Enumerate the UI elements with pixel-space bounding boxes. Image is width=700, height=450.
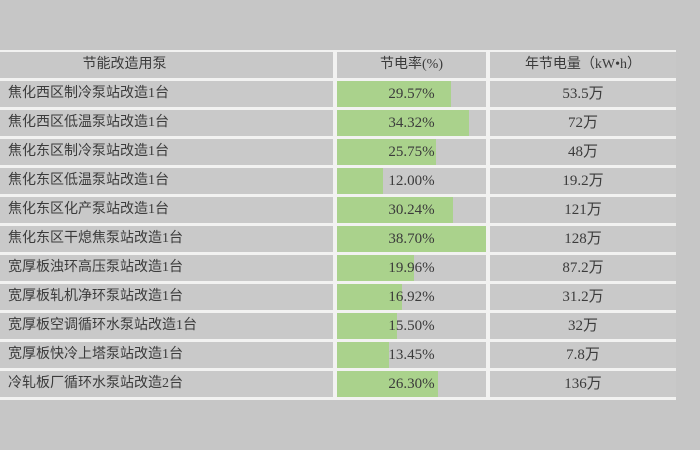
savings-rate-value: 15.50% xyxy=(388,318,435,334)
table-row[interactable]: 焦化西区低温泵站改造1台 34.32% 72万 xyxy=(0,110,676,136)
table-row[interactable]: 焦化东区化产泵站改造1台 30.24% 121万 xyxy=(0,197,676,223)
savings-rate-value: 12.00% xyxy=(388,173,435,189)
savings-rate-value: 19.96% xyxy=(388,260,435,276)
pump-name-cell[interactable]: 焦化东区干熄焦泵站改造1台 xyxy=(0,226,333,252)
table-body: 焦化西区制冷泵站改造1台 29.57% 53.5万 焦化西区低温泵站改造1台 3… xyxy=(0,81,676,397)
savings-rate-databar xyxy=(337,342,389,368)
annual-savings-cell[interactable]: 136万 xyxy=(490,371,676,397)
savings-rate-databar xyxy=(337,255,414,281)
table-row[interactable]: 宽厚板快冷上塔泵站改造1台 13.45% 7.8万 xyxy=(0,342,676,368)
table-row[interactable]: 焦化东区低温泵站改造1台 12.00% 19.2万 xyxy=(0,168,676,194)
annual-savings-cell[interactable]: 31.2万 xyxy=(490,284,676,310)
savings-rate-cell[interactable]: 13.45% xyxy=(337,342,486,368)
pump-name-cell[interactable]: 焦化西区低温泵站改造1台 xyxy=(0,110,333,136)
savings-rate-databar xyxy=(337,197,454,223)
table-row[interactable]: 焦化西区制冷泵站改造1台 29.57% 53.5万 xyxy=(0,81,676,107)
savings-rate-value: 13.45% xyxy=(388,347,435,363)
pump-name-cell[interactable]: 焦化东区制冷泵站改造1台 xyxy=(0,139,333,165)
pump-savings-table: 节能改造用泵 节电率(%) 年节电量（kW•h） 焦化西区制冷泵站改造1台 29… xyxy=(0,50,676,400)
annual-savings-cell[interactable]: 48万 xyxy=(490,139,676,165)
column-header-savings-rate: 节电率(%) xyxy=(337,52,486,78)
savings-rate-cell[interactable]: 15.50% xyxy=(337,313,486,339)
savings-rate-cell[interactable]: 16.92% xyxy=(337,284,486,310)
savings-rate-databar xyxy=(337,226,486,252)
pump-name-cell[interactable]: 冷轧板厂循环水泵站改造2台 xyxy=(0,371,333,397)
column-header-annual-savings: 年节电量（kW•h） xyxy=(490,52,676,78)
savings-rate-databar xyxy=(337,110,470,136)
savings-rate-cell[interactable]: 19.96% xyxy=(337,255,486,281)
table-row[interactable]: 宽厚板轧机净环泵站改造1台 16.92% 31.2万 xyxy=(0,284,676,310)
savings-rate-cell[interactable]: 29.57% xyxy=(337,81,486,107)
savings-rate-value: 25.75% xyxy=(388,144,435,160)
savings-rate-databar xyxy=(337,139,437,165)
table-row[interactable]: 焦化东区制冷泵站改造1台 25.75% 48万 xyxy=(0,139,676,165)
annual-savings-cell[interactable]: 87.2万 xyxy=(490,255,676,281)
savings-rate-databar xyxy=(337,168,384,194)
savings-rate-value: 16.92% xyxy=(388,289,435,305)
savings-rate-cell[interactable]: 30.24% xyxy=(337,197,486,223)
pump-name-cell[interactable]: 焦化东区低温泵站改造1台 xyxy=(0,168,333,194)
annual-savings-cell[interactable]: 32万 xyxy=(490,313,676,339)
table-row[interactable]: 冷轧板厂循环水泵站改造2台 26.30% 136万 xyxy=(0,371,676,397)
column-header-pump: 节能改造用泵 xyxy=(0,52,333,78)
annual-savings-cell[interactable]: 53.5万 xyxy=(490,81,676,107)
table-row[interactable]: 宽厚板浊环高压泵站改造1台 19.96% 87.2万 xyxy=(0,255,676,281)
savings-rate-cell[interactable]: 38.70% xyxy=(337,226,486,252)
annual-savings-cell[interactable]: 121万 xyxy=(490,197,676,223)
pump-name-cell[interactable]: 宽厚板空调循环水泵站改造1台 xyxy=(0,313,333,339)
annual-savings-cell[interactable]: 19.2万 xyxy=(490,168,676,194)
pump-name-cell[interactable]: 焦化东区化产泵站改造1台 xyxy=(0,197,333,223)
savings-rate-cell[interactable]: 34.32% xyxy=(337,110,486,136)
savings-rate-value: 26.30% xyxy=(388,376,435,392)
pump-name-cell[interactable]: 宽厚板浊环高压泵站改造1台 xyxy=(0,255,333,281)
savings-rate-cell[interactable]: 25.75% xyxy=(337,139,486,165)
pump-name-cell[interactable]: 焦化西区制冷泵站改造1台 xyxy=(0,81,333,107)
savings-rate-value: 34.32% xyxy=(388,115,435,131)
savings-rate-value: 30.24% xyxy=(388,202,435,218)
savings-rate-databar xyxy=(337,313,397,339)
savings-rate-cell[interactable]: 26.30% xyxy=(337,371,486,397)
annual-savings-cell[interactable]: 72万 xyxy=(490,110,676,136)
savings-rate-cell[interactable]: 12.00% xyxy=(337,168,486,194)
savings-rate-value: 38.70% xyxy=(388,231,435,247)
annual-savings-cell[interactable]: 128万 xyxy=(490,226,676,252)
pump-name-cell[interactable]: 宽厚板轧机净环泵站改造1台 xyxy=(0,284,333,310)
savings-rate-databar xyxy=(337,284,403,310)
table-header-row: 节能改造用泵 节电率(%) 年节电量（kW•h） xyxy=(0,52,676,78)
savings-rate-value: 29.57% xyxy=(388,86,435,102)
savings-rate-databar xyxy=(337,371,439,397)
table-row[interactable]: 宽厚板空调循环水泵站改造1台 15.50% 32万 xyxy=(0,313,676,339)
annual-savings-cell[interactable]: 7.8万 xyxy=(490,342,676,368)
savings-rate-databar xyxy=(337,81,451,107)
table-row[interactable]: 焦化东区干熄焦泵站改造1台 38.70% 128万 xyxy=(0,226,676,252)
pump-name-cell[interactable]: 宽厚板快冷上塔泵站改造1台 xyxy=(0,342,333,368)
